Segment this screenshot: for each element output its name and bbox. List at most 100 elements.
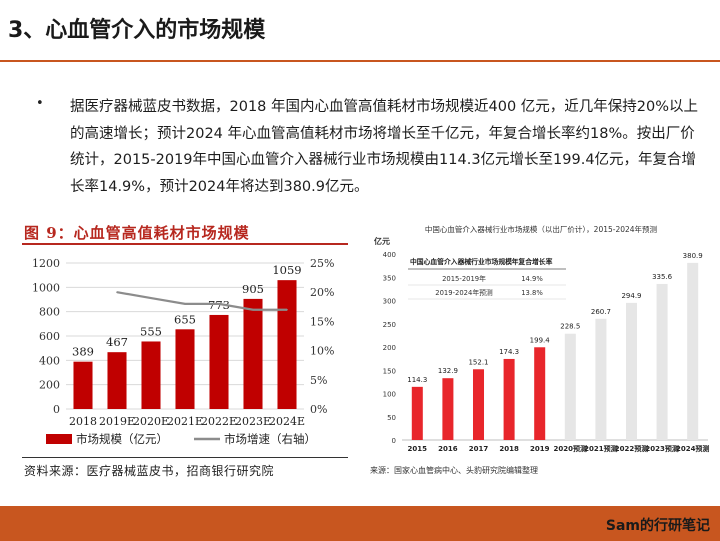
growth-point	[184, 303, 186, 305]
table-header-left: 中国心血管介入器械行业市场规模	[410, 257, 512, 266]
y2-tick-label: 0%	[310, 403, 327, 416]
right-bar-value-label: 199.4	[530, 336, 551, 344]
right-bar	[411, 386, 423, 440]
right-x-tick-label: 2022预测	[615, 444, 648, 453]
right-x-tick-label: 2021预测	[584, 444, 617, 453]
table-cell-cagr: 14.9%	[521, 275, 543, 283]
right-bar-value-label: 380.9	[683, 252, 703, 260]
y-tick-label: 1200	[32, 257, 60, 270]
right-x-tick-label: 2024预测	[676, 444, 709, 453]
header-rule	[0, 60, 720, 62]
right-bar-value-label: 260.7	[591, 308, 611, 316]
right-y-tick-label: 400	[383, 251, 396, 259]
right-figure-source: 来源：国家心血管病中心、头豹研究院编辑整理	[370, 466, 538, 475]
growth-line	[116, 291, 287, 311]
x-tick-label: 2020E	[133, 415, 169, 428]
y-tick-label: 800	[39, 306, 60, 319]
right-bar	[625, 302, 638, 440]
footer-text: Sam的行研笔记	[605, 518, 710, 534]
bar	[277, 280, 297, 409]
slide-header: 3、心血管介入的市场规模	[0, 0, 720, 62]
right-x-tick-label: 2023预测	[645, 444, 678, 453]
bar-value-label: 905	[242, 282, 264, 296]
legend-label-line: 市场增速（右轴）	[224, 432, 316, 446]
right-y-tick-label: 0	[392, 437, 396, 445]
right-bar-value-label: 114.3	[407, 376, 427, 384]
right-x-tick-label: 2016	[438, 445, 458, 453]
y2-tick-label: 5%	[310, 374, 327, 387]
x-tick-label: 2021E	[167, 415, 203, 428]
bar	[107, 352, 127, 409]
x-tick-label: 2022E	[201, 415, 237, 428]
right-bar-value-label: 132.9	[438, 367, 458, 375]
right-bar-value-label: 294.9	[621, 292, 641, 300]
right-y-tick-label: 100	[383, 391, 396, 399]
x-tick-label: 2019E	[99, 415, 135, 428]
growth-point	[150, 297, 152, 299]
table-cell-period: 2019-2024年预测	[435, 288, 493, 297]
y-tick-label: 600	[39, 330, 60, 343]
bar-value-label: 1059	[272, 263, 301, 277]
growth-point	[286, 308, 288, 311]
growth-point	[116, 291, 118, 293]
left-figure-title: 图 9：心血管高值耗材市场规模	[24, 224, 250, 242]
right-x-tick-label: 2017	[469, 445, 489, 453]
bar	[209, 314, 229, 409]
right-y-unit: 亿元	[374, 236, 390, 246]
right-bar-value-label: 174.3	[499, 348, 519, 356]
y-tick-label: 0	[53, 403, 60, 416]
right-bar	[534, 347, 546, 440]
slide-title: 3、心血管介入的市场规模	[8, 18, 266, 43]
left-figure-source: 资料来源：医疗器械蓝皮书，招商银行研究院	[24, 464, 275, 478]
table-cell-period: 2015-2019年	[442, 274, 486, 283]
bar	[243, 298, 263, 409]
bar-value-label: 555	[140, 324, 162, 338]
footer-bar: Sam的行研笔记	[0, 506, 720, 541]
right-x-tick-label: 2015	[408, 445, 428, 453]
x-tick-label: 2024E	[269, 415, 305, 428]
bar-value-label: 655	[174, 312, 196, 326]
y-tick-label: 400	[39, 354, 60, 367]
bar	[73, 361, 93, 409]
left-chart: 0 200 400 600 800 1000 1200 0% 5% 10% 15% 20% 25% 389…	[32, 257, 334, 446]
right-y-tick-label: 300	[383, 298, 396, 306]
legend-swatch-bar	[46, 434, 72, 444]
left-figure-rule	[22, 243, 348, 245]
right-bar	[503, 358, 515, 440]
right-chart-title: 中国心血管介入器械行业市场规模（以出厂价计），2015-2024年预测	[425, 224, 657, 234]
right-y-tick-label: 150	[383, 367, 396, 375]
right-bar	[656, 283, 668, 440]
right-bar	[472, 369, 485, 440]
growth-point	[252, 308, 254, 311]
right-x-tick-label: 2019	[530, 445, 550, 453]
bullet-text: 据医疗器械蓝皮书数据，2018 年国内心血管高值耗材市场规模近400 亿元，近几…	[70, 99, 699, 195]
right-bar-value-label: 335.6	[652, 273, 673, 281]
left-figure-bottom-rule	[22, 457, 348, 458]
legend-label-bar: 市场规模（亿元）	[76, 432, 168, 446]
y2-tick-label: 15%	[310, 315, 334, 328]
y2-tick-label: 25%	[310, 257, 334, 270]
right-bar	[687, 262, 699, 440]
right-y-tick-label: 50	[387, 414, 396, 422]
right-x-tick-label: 2018	[499, 445, 519, 453]
right-x-tick-label: 2020预测	[554, 444, 587, 453]
y-tick-label: 1000	[32, 281, 60, 294]
right-bar	[442, 378, 454, 440]
right-y-tick-label: 350	[383, 274, 396, 282]
bar-value-label: 389	[72, 345, 94, 359]
right-bar	[595, 318, 607, 440]
right-bar	[564, 333, 576, 440]
x-tick-label: 2018	[69, 415, 97, 428]
table-cell-cagr: 13.8%	[521, 289, 543, 297]
right-bar-value-label: 228.5	[560, 323, 580, 331]
x-tick-label: 2023E	[235, 415, 271, 428]
right-y-tick-label: 250	[383, 321, 396, 329]
y2-tick-label: 20%	[310, 286, 334, 299]
table-header-right: 年复合增长率	[512, 257, 553, 266]
bullet-dot: •	[36, 96, 44, 111]
bar	[175, 329, 195, 409]
bar-value-label: 467	[106, 335, 128, 349]
bar	[141, 341, 161, 409]
y-tick-label: 200	[39, 379, 60, 392]
